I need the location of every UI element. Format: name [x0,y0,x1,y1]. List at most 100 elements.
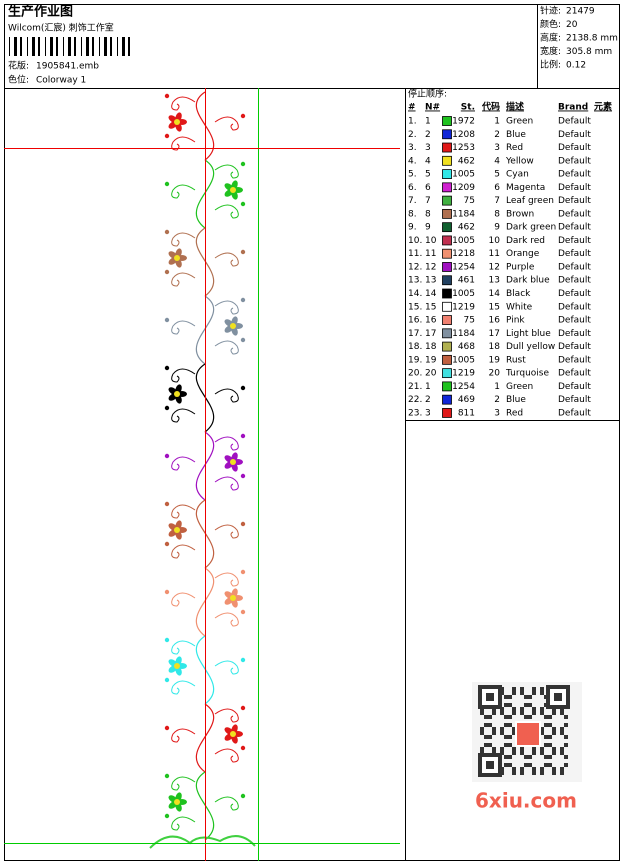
cell: 811 [458,408,475,418]
cell: 9 [494,223,500,233]
flower-center [174,391,180,397]
leaf [240,521,246,527]
cell: Default [558,196,591,206]
cell: Magenta [506,183,545,193]
curl [171,544,196,559]
cell: Blue [506,395,526,405]
cell: Default [558,408,591,418]
cell: Default [558,395,591,405]
bar [128,37,130,56]
flower-center [174,119,180,125]
qr-cell [508,735,512,739]
cell: 5 [494,170,500,180]
qr-cell [512,767,516,771]
qr-cell [544,763,548,767]
qr-cell [488,715,492,719]
qr-cell [508,763,512,767]
qr-cell [500,747,504,751]
cell: Default [558,156,591,166]
bar [38,37,40,56]
bar [20,37,22,56]
qr-cell [552,747,556,751]
qr-cell [500,731,504,735]
bar [50,37,53,56]
qr-cell [484,715,488,719]
cell: 1005 [452,289,475,299]
embroidery-design [149,91,256,849]
qr-cell [488,723,492,727]
qr-finder [486,761,494,769]
qr-cell [544,715,548,719]
cell: 1219 [452,369,475,379]
border-motif [149,835,256,849]
qr-cell [524,763,528,767]
qr-cell [532,711,536,715]
cell: 9. [408,223,417,233]
qr-cell [540,691,544,695]
cell: 1 [425,117,431,127]
cell: 15 [425,302,436,312]
qr-cell [540,711,544,715]
curl [171,816,196,831]
qr-cell [524,703,528,707]
qr-cell [508,703,512,707]
curl [214,164,239,179]
qr-cell [508,695,512,699]
cell: 18 [489,342,501,352]
qr-cell [532,771,536,775]
column-header: N# [425,103,440,113]
qr-code [472,682,582,782]
qr-cell [512,747,516,751]
qr-cell [480,711,484,715]
label: 色位: [8,74,29,86]
info-value: 0.12 [566,61,586,71]
info-label: 颜色: [540,18,561,30]
cell: Purple [506,262,535,272]
cell: Rust [506,355,526,365]
cell: 1005 [452,170,475,180]
cell: 1209 [452,183,475,193]
flower-center [230,187,236,193]
qr-cell [504,735,508,739]
color-swatch [442,288,452,299]
cell: Default [558,289,591,299]
qr-cell [504,703,508,707]
leaf [164,269,170,275]
cell: 11. [408,249,422,259]
qr-cell [540,751,544,755]
title: 生产作业图 [8,4,73,20]
leaf [240,385,246,391]
curl [171,456,196,471]
bar [92,37,94,56]
cell: 21. [408,382,422,392]
qr-cell [504,763,508,767]
cell: 7 [425,196,431,206]
cell: 1254 [452,262,475,272]
qr-cell [532,691,536,695]
cell: 14 [425,289,437,299]
curl [214,340,239,355]
bar [110,37,112,56]
bar [104,37,107,56]
qr-cell [512,771,516,775]
cell: 75 [464,316,475,326]
cell: Default [558,183,591,193]
curl [214,388,239,403]
cell: Default [558,316,591,326]
curl [214,796,239,811]
qr-cell [520,687,524,691]
cell: 19 [425,355,437,365]
qr-cell [548,735,552,739]
leaf [240,201,246,207]
curl [171,320,196,335]
qr-cell [524,755,528,759]
bar [81,37,82,56]
column-header: Brand [558,103,588,113]
cell: 19 [489,355,501,365]
column-header: 元素 [594,101,612,113]
color-swatch [442,142,452,153]
qr-cell [540,707,544,711]
cell: 1254 [452,382,475,392]
cell: Orange [506,249,540,259]
leaf [240,609,246,615]
